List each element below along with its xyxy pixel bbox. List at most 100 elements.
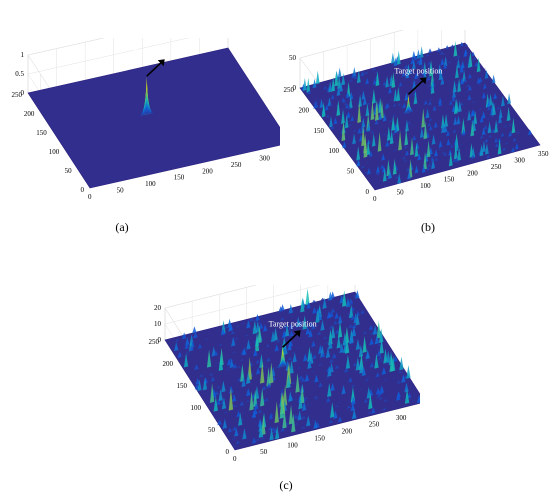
noise-spike xyxy=(417,80,422,82)
noise-spike xyxy=(280,388,285,393)
noise-spike xyxy=(400,68,405,71)
noise-spike xyxy=(479,144,484,157)
noise-spike xyxy=(341,384,346,395)
noise-spike xyxy=(448,151,453,167)
z-tick-label: 0 xyxy=(21,89,25,97)
noise-spike xyxy=(201,377,206,380)
axes: 0501001502002503003500501001502002500102… xyxy=(149,304,407,463)
noise-spike xyxy=(472,145,477,147)
panel-label-a: (a) xyxy=(115,220,129,234)
noise-spike xyxy=(348,377,353,383)
noise-spike xyxy=(336,100,341,116)
noise-spike xyxy=(213,355,218,357)
noise-spike xyxy=(351,72,356,79)
noise-spike xyxy=(222,418,227,429)
noise-spike xyxy=(346,405,351,409)
noise-spike xyxy=(497,138,502,155)
noise-spike xyxy=(491,153,496,155)
noise-spike xyxy=(355,310,361,317)
surface xyxy=(299,40,541,191)
noise-spike xyxy=(315,324,320,327)
z-tick-label: 20 xyxy=(154,304,162,312)
noise-spike xyxy=(302,77,307,91)
noise-spike xyxy=(357,101,362,123)
noise-spike xyxy=(344,103,348,106)
noise-spike xyxy=(302,401,307,411)
noise-spike xyxy=(383,398,388,403)
noise-spike xyxy=(388,86,392,94)
noise-spike xyxy=(474,61,479,67)
noise-spike xyxy=(194,364,199,370)
noise-spike xyxy=(286,373,291,389)
noise-spike xyxy=(192,361,197,363)
noise-spike xyxy=(491,74,496,84)
noise-spike xyxy=(412,79,417,89)
noise-spike xyxy=(174,339,180,343)
noise-spike xyxy=(290,381,296,385)
arrow-head xyxy=(157,59,165,67)
surface-plot-c-svg: Target position0501001502002503003500501… xyxy=(149,285,420,463)
noise-spike xyxy=(452,158,456,163)
noise-spike xyxy=(237,365,242,369)
noise-spike xyxy=(296,421,302,423)
noise-spike xyxy=(484,138,489,143)
noise-spike xyxy=(324,377,330,380)
y-tick-label: 0 xyxy=(81,186,85,194)
noise-spike xyxy=(328,419,333,424)
x-tick-label: 0 xyxy=(373,195,377,203)
noise-spike xyxy=(221,380,226,393)
noise-spike xyxy=(231,351,237,354)
noise-spike xyxy=(375,100,380,102)
noise-spike xyxy=(309,423,314,425)
noise-spike xyxy=(403,159,408,162)
noise-spike xyxy=(237,395,243,397)
noise-spike xyxy=(447,80,452,82)
y-tick-label: 100 xyxy=(329,147,340,155)
noise-spike xyxy=(459,102,464,107)
noise-spike xyxy=(275,339,281,343)
noise-spike xyxy=(375,372,380,378)
noise-spike xyxy=(376,170,380,175)
x-tick-label: 300 xyxy=(396,414,407,422)
noise-spike xyxy=(438,109,443,111)
noise-spike xyxy=(330,353,335,355)
noise-spike xyxy=(307,89,311,95)
noise-spike xyxy=(376,165,380,174)
noise-spike xyxy=(462,103,466,105)
noise-spike xyxy=(311,299,317,304)
noise-spike xyxy=(339,342,344,354)
noise-spike xyxy=(455,160,460,164)
noise-spike xyxy=(513,133,517,135)
noise-spike xyxy=(371,67,376,71)
noise-spike xyxy=(419,100,424,102)
x-tick-label: 250 xyxy=(231,161,242,169)
noise-spike xyxy=(189,345,194,352)
y-tick-label: 0 xyxy=(366,188,370,196)
noise-spike xyxy=(469,60,474,62)
noise-spike xyxy=(313,100,318,106)
noise-spike xyxy=(400,105,405,109)
noise-spike xyxy=(313,103,318,109)
x-tick-label: 100 xyxy=(145,180,156,188)
noise-spike xyxy=(318,382,323,388)
noise-spike xyxy=(456,115,461,125)
noise-spike xyxy=(398,371,403,374)
noise-spike xyxy=(361,165,365,169)
noise-spike xyxy=(297,410,302,421)
noise-spike xyxy=(232,445,238,448)
noise-spike xyxy=(409,96,414,98)
noise-spike xyxy=(489,119,494,121)
noise-spike xyxy=(257,325,262,344)
noise-spike xyxy=(483,133,488,136)
noise-spike xyxy=(295,372,300,393)
noise-spike xyxy=(213,396,218,412)
noise-spike xyxy=(255,314,260,322)
noise-spike xyxy=(463,50,468,58)
noise-spike xyxy=(253,348,258,357)
noise-spike xyxy=(197,343,203,350)
noise-spike xyxy=(423,151,427,170)
noise-spike xyxy=(411,124,415,127)
noise-spike xyxy=(322,336,328,340)
noise-spike xyxy=(350,315,355,321)
noise-spike xyxy=(319,98,324,109)
